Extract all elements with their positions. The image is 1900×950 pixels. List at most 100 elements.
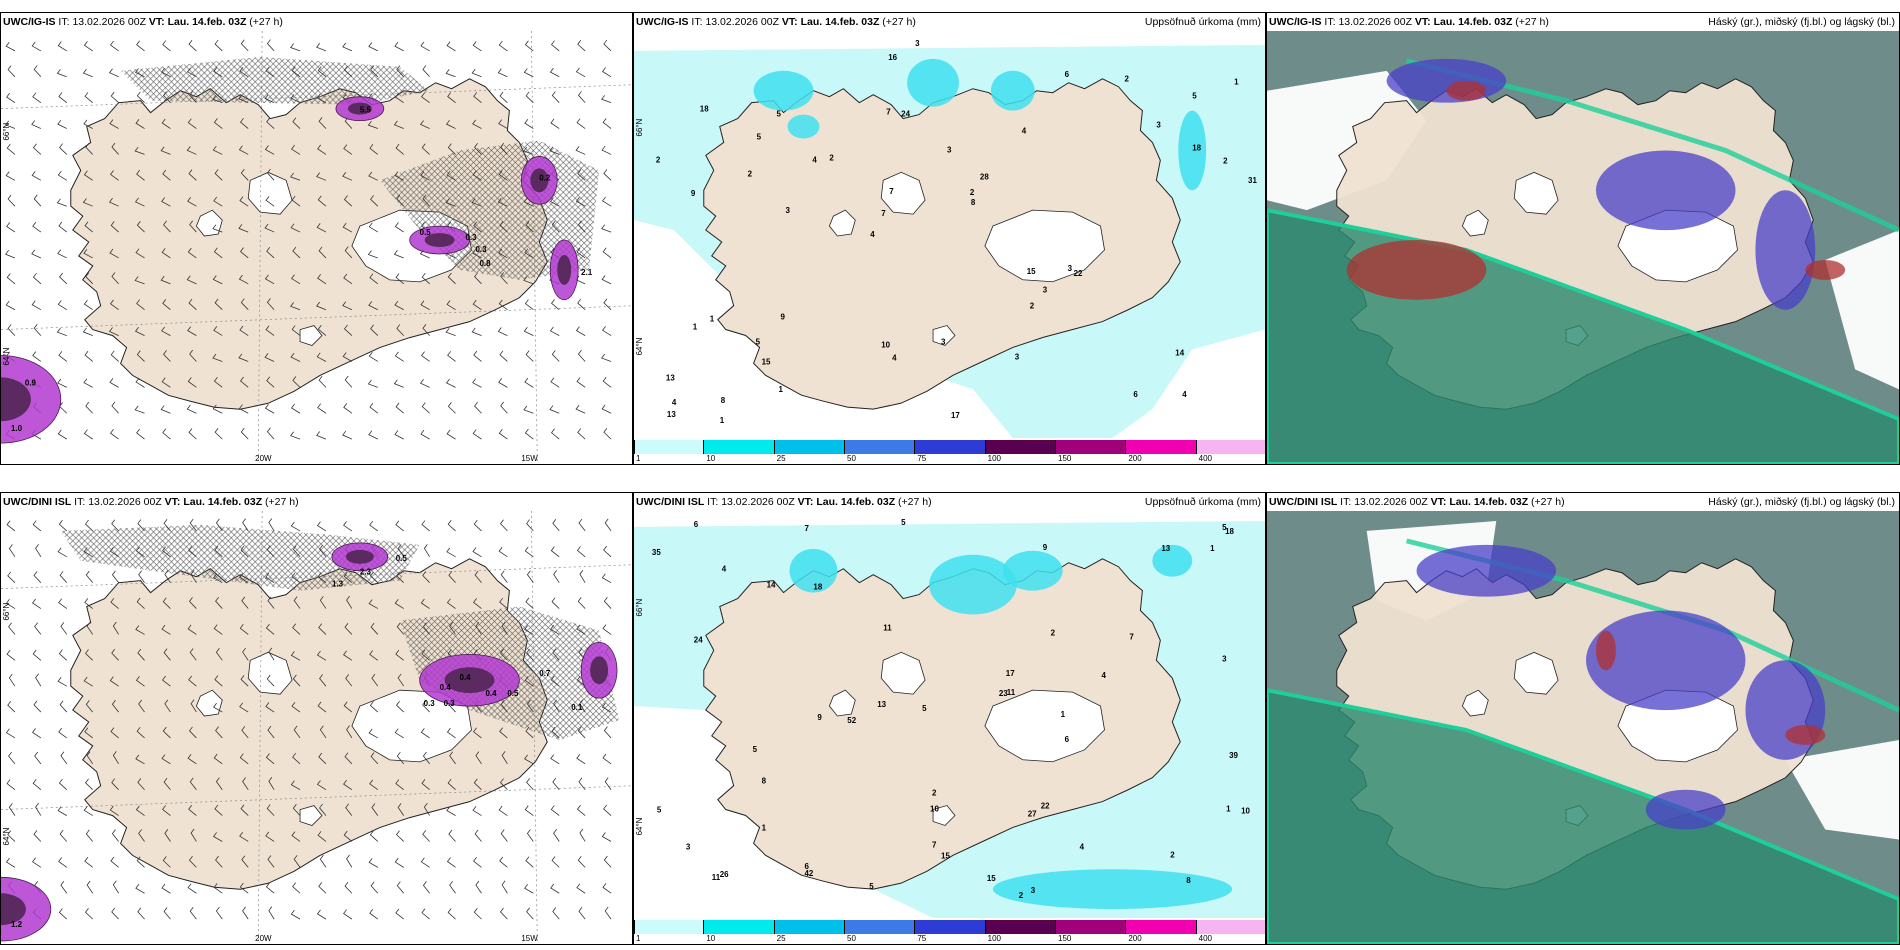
- colorbar-swatch: [1196, 440, 1265, 454]
- precip-value-label: 9: [781, 313, 786, 322]
- glacier: [195, 689, 223, 717]
- lon-label-20w: 20W: [255, 454, 272, 463]
- precip-value-label: 3: [1068, 264, 1073, 273]
- precip-value-label: 24: [694, 635, 703, 644]
- precip-value-label: 1: [1226, 805, 1231, 814]
- precip-value-label: 11: [883, 623, 892, 632]
- precip-value-label: 2: [829, 153, 834, 162]
- precip-value-label: 15: [941, 851, 950, 860]
- precip-value-label: 31: [1248, 176, 1257, 185]
- precip-map[interactable]: 5 2 6 4 7 4 9 8 5 11 13 15 13 10 9 23 24 42 52 35 27 18 17 11 7 5…: [634, 511, 1265, 918]
- precip-value-label: 8: [721, 396, 726, 405]
- high-cloud-area: [1785, 725, 1826, 745]
- colorbar-swatch: [915, 440, 986, 454]
- colorbar-swatch: [1196, 920, 1265, 934]
- wind-map[interactable]: 0.5 2.3 1.3 0.4 0.3 0.3 0.4 0.4 0.5 1.2 0.7 0.1 66°N…: [1, 511, 632, 944]
- lat-label-64: 64°N: [2, 347, 11, 365]
- colorbar-swatch: [1126, 440, 1197, 454]
- precip-value-label: 22: [1074, 269, 1083, 278]
- mid-cloud-area: [1386, 58, 1507, 103]
- it-label: IT:: [58, 16, 70, 28]
- cloud-map[interactable]: [1267, 511, 1899, 944]
- panel-title: Uppsöfnuð úrkoma (mm): [1144, 16, 1261, 28]
- colorbar-swatch: [704, 920, 775, 934]
- vt-label: VT:: [797, 496, 814, 508]
- wind-barbs: [5, 518, 612, 920]
- panel-title: Háský (gr.), miðský (fj.bl.) og lágský (…: [1708, 16, 1895, 28]
- precip-mid-area: [929, 554, 1017, 615]
- wind-value-label: 0.3: [424, 699, 436, 708]
- precip-mid-area: [1152, 544, 1193, 577]
- vt-value: Lau. 14.feb. 03Z: [167, 16, 247, 28]
- precip-value-label: 3: [1156, 121, 1161, 130]
- colorbar-swatch: [774, 440, 845, 454]
- vt-label: VT:: [164, 496, 181, 508]
- precip-value-label: 1: [1234, 78, 1239, 87]
- it-value: 13.02.2026 00Z: [88, 496, 162, 508]
- precip-value-label: 8: [762, 777, 767, 786]
- high-cloud-area: [1346, 240, 1487, 300]
- precip-value-label: 5: [757, 132, 762, 141]
- precip-value-label: 4: [892, 353, 897, 362]
- vt-value: Lau. 14.feb. 03Z: [816, 496, 896, 508]
- precip-value-label: 1: [1061, 710, 1066, 719]
- colorbar-swatch: [704, 440, 775, 454]
- precip-core: [1, 893, 26, 926]
- precip-map[interactable]: 4 9 5 4 4 8 7 3 1 2 13 15 24 28 22 18 16 31 15 18 7 10 7 5 6 9 6 14…: [634, 31, 1265, 438]
- precip-value-label: 5: [922, 704, 927, 713]
- precip-value-label: 6: [1133, 390, 1138, 399]
- lead-time: (+27 h): [249, 16, 283, 28]
- precip-value-label: 3: [941, 337, 946, 346]
- precip-value-label: 39: [1229, 751, 1238, 760]
- precip-value-label: 28: [980, 172, 989, 181]
- precip-value-label: 17: [1006, 669, 1015, 678]
- precip-value-label: 3: [1043, 286, 1048, 295]
- model-name: UWC/DINI ISL: [636, 496, 705, 508]
- lead-time: (+27 h): [898, 496, 932, 508]
- precip-value-label: 4: [1022, 127, 1027, 136]
- lat-label-64: 64°N: [635, 817, 644, 835]
- precip-value-label: 18: [1225, 527, 1234, 536]
- precip-colorbar: 1 10 25 50 75 100 150 200 400: [634, 918, 1265, 944]
- precip-value-label: 2: [970, 188, 975, 197]
- model-name: UWC/IG-IS: [1269, 16, 1322, 28]
- precip-value-label: 5: [901, 518, 906, 527]
- precip-value-label: 3: [1222, 654, 1227, 663]
- precip-value-label: 7: [886, 108, 891, 117]
- precip-value-label: 2: [1124, 75, 1129, 84]
- wind-value-label: 2.3: [360, 568, 372, 577]
- precip-value-label: 2: [1223, 156, 1228, 165]
- lead-time: (+27 h): [265, 496, 299, 508]
- precip-value-label: 7: [1129, 632, 1134, 641]
- colorbar-label: 400: [1198, 934, 1213, 943]
- precip-value-label: 52: [847, 716, 856, 725]
- colorbar-label: 100: [987, 934, 1002, 943]
- wind-value-label: 0.4: [440, 683, 452, 692]
- precip-value-label: 1: [693, 323, 698, 332]
- precip-value-label: 22: [1041, 802, 1050, 811]
- precip-value-label: 4: [812, 155, 817, 164]
- precip-value-label: 1: [1210, 544, 1215, 553]
- it-value: 13.02.2026 00Z: [1338, 16, 1412, 28]
- colorbar-swatch: [1056, 440, 1127, 454]
- lat-label-64: 64°N: [2, 827, 11, 845]
- panel-header: UWC/DINI ISL IT: 13.02.2026 00Z VT: Lau.…: [634, 493, 1265, 511]
- colorbar-swatch: [985, 440, 1056, 454]
- cloud-map[interactable]: [1267, 31, 1899, 464]
- low-cloud-band: [1267, 688, 1899, 944]
- colorbar-swatch: [774, 920, 845, 934]
- it-value: 13.02.2026 00Z: [72, 16, 146, 28]
- lead-time: (+27 h): [1531, 496, 1565, 508]
- glacier: [984, 209, 1105, 283]
- wind-map[interactable]: 5.5 0.9 1.0 0.5 0.3 0.3 0.8 0.2 2.1 66°N 64°N 20W 15…: [1, 31, 632, 464]
- panel-bottom-wind: UWC/DINI ISL IT: 13.02.2026 00Z VT: Lau.…: [0, 492, 633, 945]
- precip-value-label: 15: [1027, 267, 1036, 276]
- panel-title: Háský (gr.), miðský (fj.bl.) og lágský (…: [1708, 496, 1895, 508]
- precip-core: [345, 549, 374, 564]
- wind-value-label: 0.5: [396, 554, 408, 563]
- glacier: [880, 651, 926, 695]
- colorbar-label: 1: [636, 454, 641, 463]
- precip-value-label: 42: [804, 869, 813, 878]
- mid-cloud-area: [1595, 150, 1736, 231]
- precip-value-label: 35: [652, 548, 661, 557]
